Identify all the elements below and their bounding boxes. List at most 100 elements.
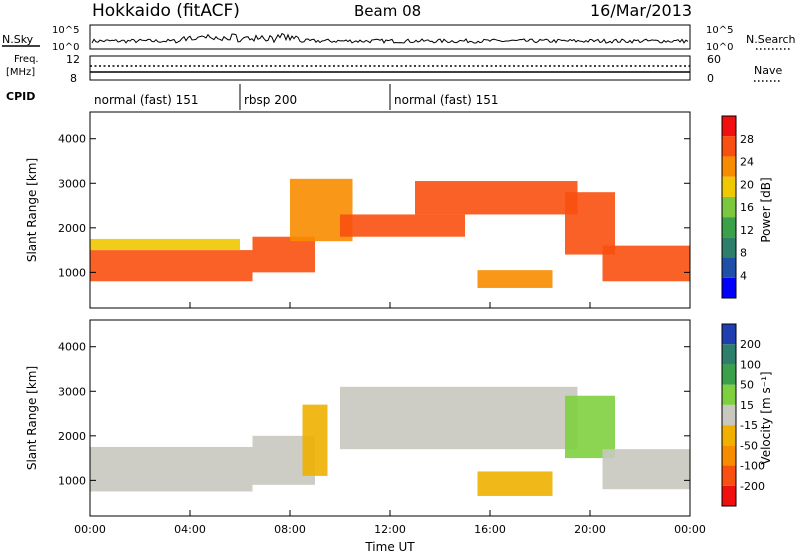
power-y-label: Slant Range [km] — [25, 158, 39, 262]
cpid-segment-label: normal (fast) 151 — [394, 93, 498, 107]
colorbar-swatch — [722, 404, 736, 426]
y-tick-label: 2000 — [58, 430, 86, 443]
nave-label: Nave — [754, 64, 782, 77]
heatmap-band — [415, 181, 578, 215]
cpid-strip: CPID normal (fast) 151 rbsp 200 normal (fa… — [6, 84, 498, 110]
colorbar-tick-label: 20 — [740, 178, 754, 191]
y-tick-label: 2000 — [58, 222, 86, 235]
colorbar-swatch — [722, 156, 736, 177]
power-panel: 1000 2000 3000 4000 Slant Range [km] 28 24 20… — [25, 111, 773, 309]
colorbar-swatch — [722, 425, 736, 446]
y-tick-label: 3000 — [58, 177, 86, 190]
velocity-y-axis: 1000 2000 3000 4000 — [58, 341, 690, 487]
y-tick-label: 3000 — [58, 385, 86, 398]
beam-title: Beam 08 — [354, 2, 421, 20]
cpid-label: CPID — [6, 90, 35, 103]
nave-tick-top: 60 — [707, 53, 721, 66]
date-title: 16/Mar/2013 — [590, 1, 692, 20]
heatmap-band — [252, 236, 315, 273]
colorbar-swatch — [722, 217, 736, 238]
heatmap-band — [602, 449, 690, 490]
colorbar-swatch — [722, 257, 736, 278]
power-heatmap-cells — [90, 178, 690, 288]
colorbar-tick-label: -200 — [740, 480, 765, 493]
x-tick-label: 00:00 — [674, 523, 706, 536]
colorbar-swatch — [722, 196, 736, 218]
velocity-panel: 1000 2000 3000 4000 00:00 04:00 08:00 12:00 16:… — [25, 319, 773, 536]
heatmap-band — [90, 238, 240, 251]
x-tick-label: 16:00 — [474, 523, 506, 536]
colorbar-swatch — [722, 324, 736, 345]
power-colorbar: 28 24 20 16 12 8 4 — [721, 115, 754, 299]
colorbar-tick-label: 16 — [740, 201, 754, 214]
velocity-colorbar: 200 100 50 15 -15 -50 -100 -200 — [721, 323, 765, 507]
heatmap-band — [602, 245, 690, 282]
freq-label: Freq. — [14, 54, 39, 65]
x-axis-label: Time UT — [364, 540, 415, 554]
x-tick-label: 08:00 — [274, 523, 306, 536]
colorbar-swatch — [722, 465, 736, 486]
radar-title: Hokkaido (fitACF) — [92, 1, 240, 21]
y-tick-label: 1000 — [58, 474, 86, 487]
colorbar-swatch — [722, 485, 736, 506]
freq-strip: Freq. [MHz] 12 8 60 0 Nave — [6, 53, 782, 85]
heatmap-band — [302, 404, 328, 476]
heatmap-band — [340, 386, 578, 450]
heatmap-band — [340, 214, 465, 237]
colorbar-tick-label: 28 — [740, 133, 754, 146]
nsky-label: N.Sky — [2, 33, 34, 46]
x-tick-label: 00:00 — [74, 523, 106, 536]
colorbar-swatch — [722, 277, 736, 298]
nsky-tick-bottom: 10^0 — [52, 42, 79, 53]
colorbar-tick-label: -50 — [740, 439, 758, 452]
colorbar-swatch — [722, 364, 736, 385]
freq-tick-bottom: 8 — [70, 72, 77, 85]
x-tick-label: 20:00 — [574, 523, 606, 536]
heatmap-band — [477, 270, 553, 288]
colorbar-swatch — [722, 237, 736, 258]
heatmap-band — [565, 395, 615, 459]
y-tick-label: 4000 — [58, 341, 86, 354]
velocity-heatmap-cells — [90, 386, 690, 496]
colorbar-tick-label: 24 — [740, 156, 754, 169]
y-tick-label: 4000 — [58, 133, 86, 146]
nsky-strip: N.Sky 10^5 10^0 10^5 10^0 N.Search — [2, 24, 796, 53]
cpid-segment-label: rbsp 200 — [244, 93, 297, 107]
nsearch-tick-top: 10^5 — [706, 25, 733, 36]
x-tick-label: 04:00 — [174, 523, 206, 536]
velocity-y-label: Slant Range [km] — [25, 366, 39, 470]
y-tick-label: 1000 — [58, 266, 86, 279]
nsky-trace — [91, 32, 689, 44]
colorbar-tick-label: 12 — [740, 224, 754, 237]
colorbar-swatch — [722, 116, 736, 137]
heatmap-band — [90, 446, 253, 492]
colorbar-frame — [721, 115, 737, 299]
freq-unit: [MHz] — [6, 67, 35, 78]
colorbar-swatch — [722, 344, 736, 365]
velocity-colorbar-label: Velocity [m s⁻¹] — [759, 371, 773, 464]
colorbar-tick-label: 50 — [740, 379, 754, 392]
colorbar-swatch — [722, 445, 736, 466]
colorbar-tick-label: 15 — [740, 399, 754, 412]
velocity-x-axis: 00:00 04:00 08:00 12:00 16:00 20:00 00:00 — [74, 510, 706, 536]
freq-tick-top: 12 — [66, 53, 80, 66]
colorbar-swatch — [722, 176, 736, 197]
x-tick-label: 12:00 — [374, 523, 406, 536]
heatmap-band — [90, 250, 253, 282]
nsearch-label: N.Search — [746, 33, 796, 46]
power-colorbar-label: Power [dB] — [759, 177, 773, 242]
colorbar-tick-label: -15 — [740, 419, 758, 432]
colorbar-frame — [721, 323, 737, 507]
colorbar-tick-label: 100 — [740, 358, 761, 371]
colorbar-swatch — [722, 136, 736, 157]
heatmap-band — [477, 471, 553, 496]
colorbar-tick-label: -100 — [740, 460, 765, 473]
colorbar-tick-label: 8 — [740, 247, 747, 260]
nsearch-tick-bottom: 10^0 — [706, 42, 733, 53]
power-y-axis: 1000 2000 3000 4000 — [58, 133, 690, 279]
cpid-segment-label: normal (fast) 151 — [94, 93, 198, 107]
nave-tick-bottom: 0 — [707, 72, 714, 85]
power-x-ticks — [89, 302, 691, 308]
colorbar-tick-label: 4 — [740, 269, 747, 282]
